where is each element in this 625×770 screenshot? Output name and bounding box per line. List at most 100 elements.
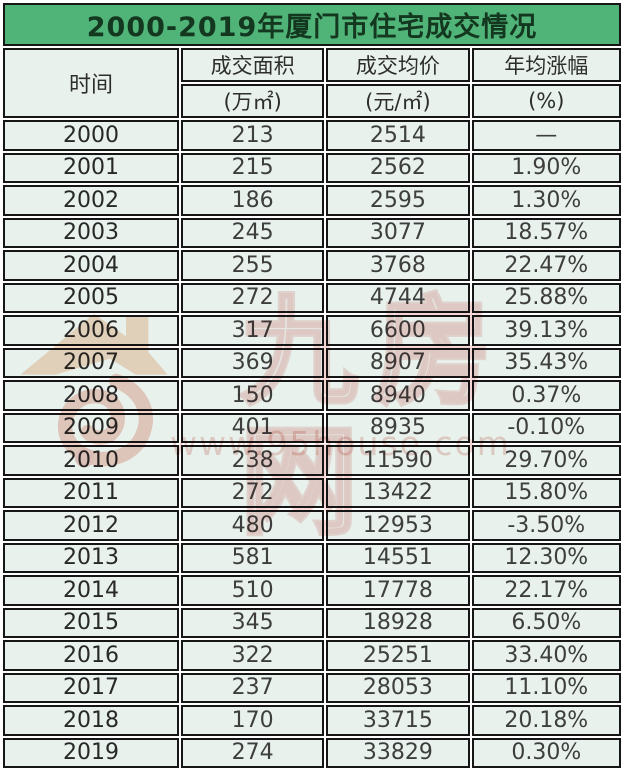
table-row: 2006 317 6600 39.13% (3, 315, 621, 346)
header-time: 时间 (3, 48, 180, 118)
area-cell: 272 (181, 477, 325, 508)
area-cell: 510 (181, 575, 325, 606)
table-body: 2000 213 2514—2001 215 2562 1.90% 2002 186 2595 1… (3, 120, 621, 768)
table-row: 2016 322 25251 33.40% (3, 640, 621, 671)
area-cell: 317 (181, 315, 325, 346)
area-cell: 213 (181, 120, 325, 151)
year-cell: 2007 (3, 347, 180, 378)
growth-cell: -0.10% (471, 412, 621, 443)
area-cell: 274 (181, 737, 325, 768)
price-cell: 25251 (326, 640, 470, 671)
growth-cell: 22.17% (471, 575, 621, 606)
header-growth: 年均涨幅 (471, 48, 621, 82)
price-cell: 2562 (326, 152, 470, 183)
table-row: 2010 238 11590 29.70% (3, 445, 621, 476)
area-cell: 150 (181, 380, 325, 411)
table-row: 2009 401 8935 -0.10% (3, 412, 621, 443)
growth-cell: 0.30% (471, 737, 621, 768)
year-cell: 2011 (3, 477, 180, 508)
area-cell: 369 (181, 347, 325, 378)
year-cell: 2008 (3, 380, 180, 411)
table-title: 2000-2019年厦门市住宅成交情况 (3, 3, 621, 46)
header-area-unit: (万㎡) (181, 84, 325, 118)
price-cell: 8907 (326, 347, 470, 378)
year-cell: 2001 (3, 152, 180, 183)
header-price-unit: (元/㎡) (326, 84, 470, 118)
area-cell: 272 (181, 282, 325, 313)
area-cell: 345 (181, 607, 325, 638)
year-cell: 2014 (3, 575, 180, 606)
price-cell: 18928 (326, 607, 470, 638)
table-row: 2001 215 2562 1.90% (3, 152, 621, 183)
table-row: 2003 245 3077 18.57% (3, 217, 621, 248)
growth-cell: -3.50% (471, 510, 621, 541)
price-cell: 17778 (326, 575, 470, 606)
title-row: 2000-2019年厦门市住宅成交情况 (3, 3, 621, 46)
header-area: 成交面积 (181, 48, 325, 82)
growth-cell: — (471, 120, 621, 151)
growth-cell: 22.47% (471, 250, 621, 281)
price-cell: 13422 (326, 477, 470, 508)
table-row: 2017 237 28053 11.10% (3, 672, 621, 703)
header-growth-unit: (%) (471, 84, 621, 118)
price-cell: 11590 (326, 445, 470, 476)
growth-cell: 35.43% (471, 347, 621, 378)
growth-cell: 12.30% (471, 542, 621, 573)
area-cell: 170 (181, 705, 325, 736)
table-row: 2004 255 3768 22.47% (3, 250, 621, 281)
table-row: 2002 186 2595 1.30% (3, 185, 621, 216)
growth-cell: 18.57% (471, 217, 621, 248)
price-cell: 14551 (326, 542, 470, 573)
table-row: 2011 272 13422 15.80% (3, 477, 621, 508)
growth-cell: 0.37% (471, 380, 621, 411)
table-row: 2012 480 12953 -3.50% (3, 510, 621, 541)
area-cell: 322 (181, 640, 325, 671)
growth-cell: 1.90% (471, 152, 621, 183)
year-cell: 2018 (3, 705, 180, 736)
price-cell: 33715 (326, 705, 470, 736)
year-cell: 2019 (3, 737, 180, 768)
year-cell: 2009 (3, 412, 180, 443)
area-cell: 255 (181, 250, 325, 281)
price-cell: 4744 (326, 282, 470, 313)
area-cell: 245 (181, 217, 325, 248)
table-row: 2005 272 4744 25.88% (3, 282, 621, 313)
price-cell: 2595 (326, 185, 470, 216)
price-cell: 6600 (326, 315, 470, 346)
growth-cell: 20.18% (471, 705, 621, 736)
year-cell: 2012 (3, 510, 180, 541)
growth-cell: 6.50% (471, 607, 621, 638)
area-cell: 186 (181, 185, 325, 216)
area-cell: 237 (181, 672, 325, 703)
table-row: 2007 369 8907 35.43% (3, 347, 621, 378)
year-cell: 2006 (3, 315, 180, 346)
price-cell: 28053 (326, 672, 470, 703)
table-row: 2013 581 14551 12.30% (3, 542, 621, 573)
growth-cell: 25.88% (471, 282, 621, 313)
header-row-units: (万㎡) (元/㎡) (%) (3, 84, 621, 118)
area-cell: 401 (181, 412, 325, 443)
price-cell: 33829 (326, 737, 470, 768)
price-cell: 12953 (326, 510, 470, 541)
area-cell: 480 (181, 510, 325, 541)
price-cell: 8935 (326, 412, 470, 443)
price-cell: 2514 (326, 120, 470, 151)
header-row-labels: 时间 成交面积 成交均价 年均涨幅 (3, 48, 621, 118)
table-row: 2019 274 33829 0.30% (3, 737, 621, 768)
growth-cell: 33.40% (471, 640, 621, 671)
year-cell: 2010 (3, 445, 180, 476)
area-cell: 238 (181, 445, 325, 476)
growth-cell: 1.30% (471, 185, 621, 216)
table-row: 2015 345 18928 6.50% (3, 607, 621, 638)
year-cell: 2013 (3, 542, 180, 573)
area-cell: 215 (181, 152, 325, 183)
year-cell: 2000 (3, 120, 180, 151)
year-cell: 2002 (3, 185, 180, 216)
growth-cell: 29.70% (471, 445, 621, 476)
header-price: 成交均价 (326, 48, 470, 82)
table-row: 2008 150 8940 0.37% (3, 380, 621, 411)
growth-cell: 15.80% (471, 477, 621, 508)
price-cell: 3768 (326, 250, 470, 281)
year-cell: 2016 (3, 640, 180, 671)
